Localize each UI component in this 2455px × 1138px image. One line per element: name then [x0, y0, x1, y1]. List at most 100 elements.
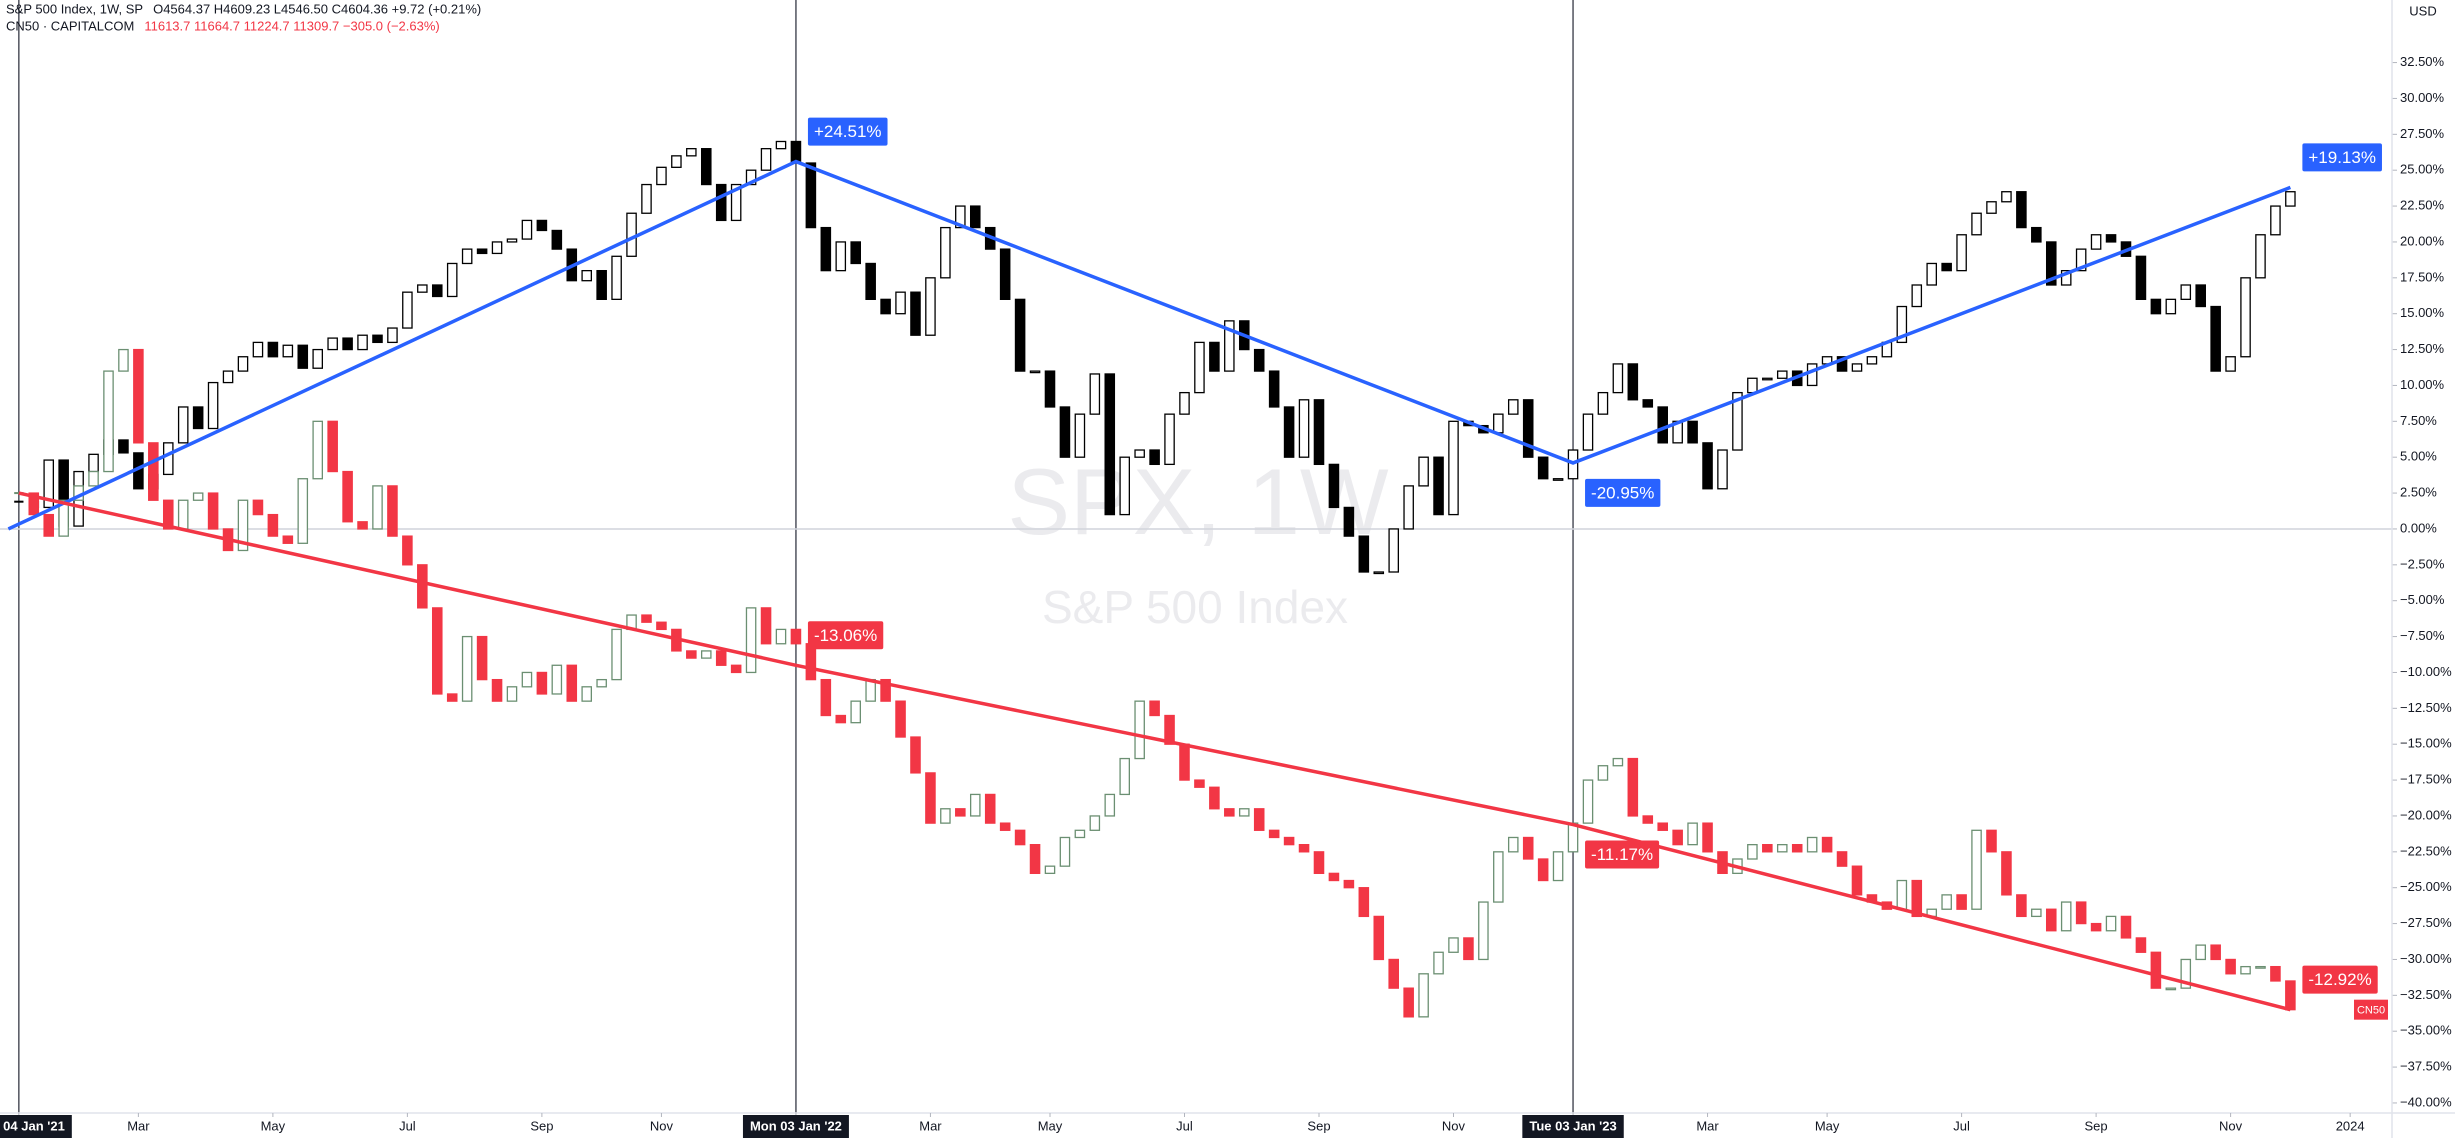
- x-tick-label: Sep: [2085, 1118, 2108, 1133]
- candle: [1194, 779, 1205, 788]
- y-tick-label: 2.50%: [2400, 485, 2437, 500]
- candle: [372, 334, 383, 344]
- candle: [536, 671, 548, 695]
- candle: [252, 499, 264, 516]
- y-tick-label: 20.00%: [2400, 233, 2445, 248]
- x-tick-label: Mon 04 Jan '21: [0, 1118, 65, 1133]
- candle: [2150, 951, 2162, 989]
- trend-label-box: [1585, 840, 1660, 869]
- candle: [1806, 363, 1818, 387]
- candle: [969, 205, 981, 229]
- candle: [1627, 363, 1639, 401]
- candle: [955, 205, 966, 229]
- candle: [1209, 341, 1220, 372]
- candle: [999, 248, 1011, 300]
- candle: [2270, 205, 2281, 236]
- y-tick-label: −40.00%: [2400, 1094, 2452, 1109]
- candle: [342, 470, 353, 523]
- candle: [1537, 858, 1549, 882]
- candle-series: [14, 348, 2296, 1018]
- candle: [700, 148, 712, 186]
- candle: [312, 420, 324, 480]
- candle: [1029, 844, 1041, 875]
- candle: [2105, 915, 2117, 932]
- x-tick-label: Nov: [2219, 1118, 2243, 1133]
- candle: [1493, 413, 1504, 434]
- price-tag: CN50: [2357, 1005, 2385, 1017]
- candle: [267, 341, 279, 358]
- x-tick-box: [742, 1115, 849, 1138]
- candle: [1627, 757, 1639, 817]
- candle: [252, 341, 264, 358]
- candle: [1522, 836, 1534, 860]
- x-tick-label: Jul: [1176, 1118, 1193, 1133]
- y-tick-label: 27.50%: [2400, 126, 2445, 141]
- candle: [1358, 535, 1370, 573]
- candle: [521, 219, 533, 240]
- candle: [1851, 865, 1863, 896]
- y-tick-label: 17.50%: [2400, 269, 2445, 284]
- trend-label: -12.92%: [2308, 970, 2371, 989]
- candle: [865, 262, 876, 300]
- candle: [1418, 456, 1429, 487]
- candle: [2210, 305, 2221, 372]
- legend-quote: O4564.37 H4609.23 L4546.50 C4604.36 +9.7…: [153, 1, 481, 16]
- candle: [1313, 851, 1325, 875]
- candle: [1478, 901, 1489, 961]
- candle: [715, 650, 727, 666]
- candle: [745, 607, 757, 674]
- candle: [327, 420, 338, 473]
- candle: [14, 500, 24, 503]
- candle: [895, 700, 906, 738]
- y-tick-label: 5.00%: [2400, 449, 2437, 464]
- x-tick-label: Nov: [1442, 1118, 1466, 1133]
- candle: [1298, 844, 1310, 853]
- candle: [820, 678, 832, 717]
- candle: [1971, 212, 1982, 236]
- candle: [760, 148, 772, 171]
- candle: [461, 635, 473, 702]
- y-tick-label: 10.00%: [2400, 377, 2445, 392]
- candle: [491, 678, 503, 702]
- candle: [790, 628, 802, 645]
- trend-label-box: [807, 117, 888, 146]
- candle: [476, 635, 488, 681]
- candle: [446, 262, 458, 298]
- candle: [2195, 944, 2206, 961]
- candle: [835, 241, 847, 272]
- candle: [1672, 829, 1683, 846]
- candle: [118, 348, 129, 372]
- y-tick-label: −22.50%: [2400, 843, 2452, 858]
- y-tick-label: −32.50%: [2400, 987, 2452, 1002]
- candle: [506, 238, 518, 243]
- trend-label: +24.51%: [814, 122, 882, 141]
- candle: [1463, 937, 1474, 961]
- candle: [1418, 973, 1429, 1018]
- candle: [222, 370, 234, 384]
- x-tick-label: Nov: [650, 1118, 674, 1133]
- x-tick-label: Mar: [919, 1118, 942, 1133]
- candle: [1164, 714, 1175, 745]
- candle: [775, 628, 787, 645]
- candle: [2255, 234, 2266, 279]
- candle: [282, 535, 294, 544]
- y-tick-label: 12.50%: [2400, 341, 2445, 356]
- y-tick-label: −20.00%: [2400, 807, 2452, 822]
- candle: [88, 470, 99, 487]
- candle: [1552, 851, 1564, 882]
- candle: [566, 664, 578, 702]
- candle: [207, 381, 219, 430]
- candle: [1911, 879, 1923, 918]
- candle: [686, 148, 697, 157]
- y-tick-label: 25.00%: [2400, 162, 2445, 177]
- candle: [491, 241, 503, 255]
- candle: [1493, 851, 1504, 903]
- candle: [835, 714, 847, 724]
- x-tick-label: Mon 03 Jan '22: [750, 1118, 842, 1133]
- candle: [656, 166, 667, 186]
- candle: [2001, 851, 2012, 896]
- candle: [2075, 248, 2087, 272]
- candle: [2090, 922, 2102, 932]
- legend-name: CN50 · CAPITALCOM: [6, 18, 134, 33]
